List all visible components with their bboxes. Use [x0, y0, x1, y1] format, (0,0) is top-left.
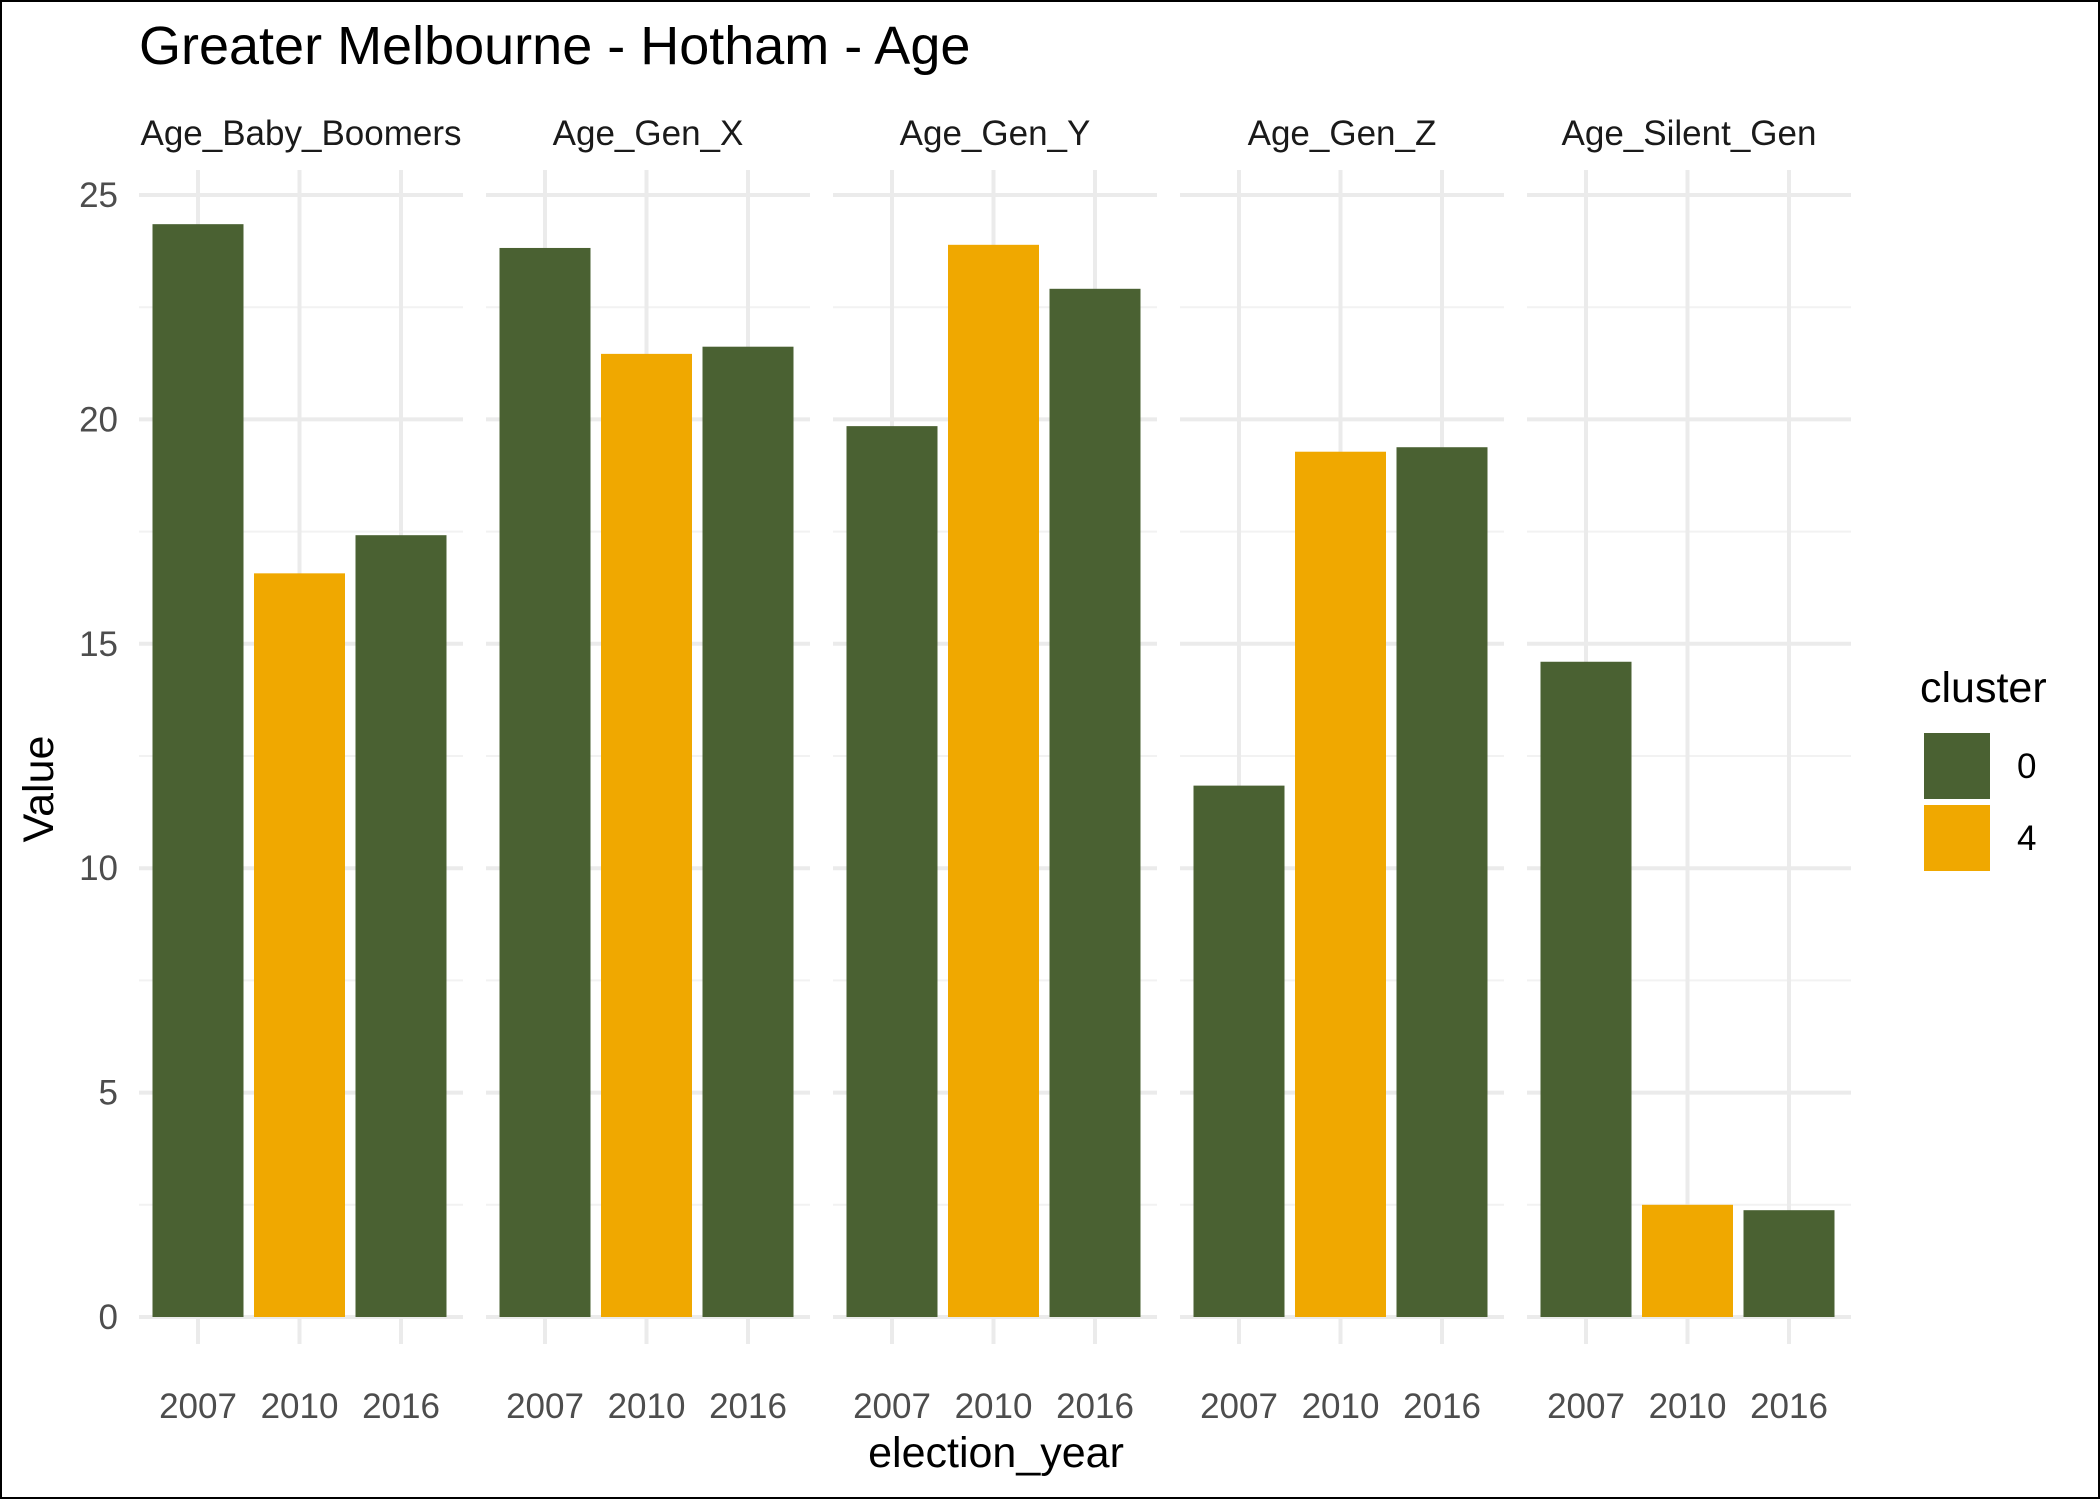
facet-panel: Age_Silent_Gen 2007 2010 2016 — [1527, 114, 1851, 1426]
facet-strip-label: Age_Silent_Gen — [1562, 114, 1817, 153]
legend-label: 0 — [2017, 747, 2036, 786]
x-tick-label: 2010 — [608, 1387, 686, 1426]
facet-panels: Age_Baby_Boomers 2007 2010 2016 Age_Gen_X 200… — [139, 114, 1851, 1426]
x-tick-label: 2007 — [159, 1387, 237, 1426]
y-tick-label: 5 — [99, 1074, 118, 1113]
facet-panel: Age_Gen_X 2007 2010 2016 — [486, 114, 810, 1426]
x-tick-label: 2016 — [709, 1387, 787, 1426]
bar — [702, 346, 794, 1317]
bar — [948, 244, 1039, 1318]
bar — [1193, 785, 1285, 1317]
facet-strip-label: Age_Gen_Y — [900, 114, 1091, 153]
x-tick-label: 2007 — [506, 1387, 584, 1426]
y-axis: 0 5 10 15 20 25 — [79, 176, 118, 1337]
legend-label: 4 — [2017, 819, 2036, 858]
x-tick-label: 2016 — [1056, 1387, 1134, 1426]
y-tick-label: 20 — [79, 400, 118, 439]
x-tick-label: 2010 — [1302, 1387, 1380, 1426]
facet-strip-label: Age_Gen_X — [553, 114, 744, 153]
bar — [1295, 451, 1386, 1317]
bar — [254, 573, 345, 1317]
chart-title: Greater Melbourne - Hotham - Age — [139, 16, 970, 76]
bar — [499, 247, 591, 1318]
bar — [846, 426, 938, 1318]
x-axis-title: election_year — [868, 1429, 1124, 1477]
x-tick-label: 2007 — [1200, 1387, 1278, 1426]
legend-key — [1924, 733, 1990, 799]
x-tick-label: 2010 — [1649, 1387, 1727, 1426]
y-axis-title: Value — [15, 736, 63, 843]
x-tick-label: 2016 — [1403, 1387, 1481, 1426]
bar — [1642, 1204, 1733, 1317]
legend-key — [1924, 805, 1990, 871]
legend: cluster 0 4 — [1920, 664, 2047, 871]
x-tick-label: 2007 — [853, 1387, 931, 1426]
facet-strip-label: Age_Baby_Boomers — [140, 114, 461, 153]
facet-panel: Age_Gen_Y 2007 2010 2016 — [833, 114, 1157, 1426]
x-tick-label: 2016 — [362, 1387, 440, 1426]
x-tick-label: 2016 — [1750, 1387, 1828, 1426]
bar — [1540, 661, 1632, 1317]
bar — [1743, 1210, 1835, 1317]
x-tick-label: 2010 — [261, 1387, 339, 1426]
x-tick-label: 2007 — [1547, 1387, 1625, 1426]
bar — [1396, 447, 1488, 1317]
bar — [601, 353, 692, 1317]
bar — [1049, 288, 1141, 1317]
y-tick-label: 15 — [79, 625, 118, 664]
bar — [355, 535, 447, 1317]
y-tick-label: 10 — [79, 849, 118, 888]
facet-strip-label: Age_Gen_Z — [1248, 114, 1437, 153]
y-tick-label: 25 — [79, 176, 118, 215]
facet-panel: Age_Baby_Boomers 2007 2010 2016 — [139, 114, 463, 1426]
facet-panel: Age_Gen_Z 2007 2010 2016 — [1180, 114, 1504, 1426]
legend-title: cluster — [1920, 664, 2047, 712]
x-tick-label: 2010 — [955, 1387, 1033, 1426]
bar — [152, 224, 244, 1317]
y-tick-label: 0 — [99, 1298, 118, 1337]
